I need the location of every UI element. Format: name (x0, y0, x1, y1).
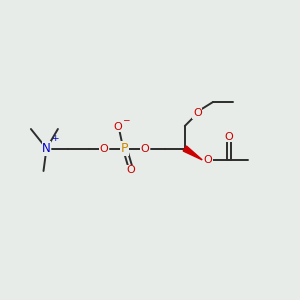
Text: N: N (42, 142, 51, 155)
Text: O: O (224, 132, 233, 142)
Text: O: O (113, 122, 122, 132)
Text: O: O (127, 165, 136, 175)
Text: +: + (51, 134, 59, 143)
Text: O: O (204, 155, 213, 165)
Polygon shape (183, 146, 202, 160)
Text: O: O (100, 143, 109, 154)
Text: O: O (140, 143, 149, 154)
Text: O: O (193, 108, 202, 118)
Text: P: P (121, 142, 128, 155)
Text: −: − (122, 115, 129, 124)
